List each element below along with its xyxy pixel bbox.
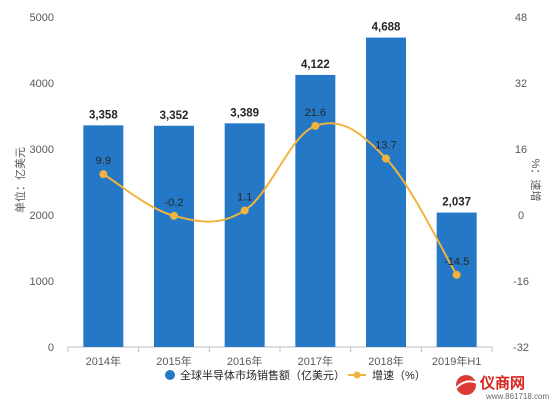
bar: [154, 125, 194, 347]
line-point: [452, 270, 461, 279]
bar-value-label: 4,122: [301, 59, 330, 71]
x-tick-label: 2015年: [156, 354, 191, 368]
y-tick-left: 0: [48, 342, 54, 354]
brand-globe-icon: [456, 375, 476, 395]
legend-bar-label: 全球半导体市场销售额（亿美元）: [180, 368, 345, 382]
line-point: [382, 154, 390, 163]
brand-logo: 仪商网 www.861718.com: [455, 374, 549, 401]
y-tick-right: 32: [515, 78, 527, 90]
x-tick-label: 2014年: [86, 354, 121, 368]
x-tick-label: 2016年: [227, 354, 262, 368]
line-value-label: 13.7: [375, 139, 396, 151]
bar-value-label: 3,352: [160, 110, 189, 122]
legend-bar-swatch: [165, 370, 175, 380]
bar: [436, 212, 477, 347]
y-tick-left: 2000: [30, 210, 54, 222]
y-tick-right: 48: [515, 12, 527, 24]
y-axis-right-label: %：速增: [529, 159, 543, 202]
bar-value-label: 4,688: [372, 22, 401, 34]
bar-series: [83, 37, 477, 348]
x-tick-label: 2017年: [298, 354, 333, 368]
line-value-label: -0.2: [165, 197, 184, 209]
y-tick-right: -16: [513, 276, 529, 288]
axes: 0 1000 2000 3000 4000 5000 -32 -16 0 16 32 48 2014年 2…: [30, 12, 529, 368]
y-tick-left: 3000: [30, 144, 54, 156]
bar: [295, 74, 336, 347]
y-tick-right: 16: [515, 144, 527, 156]
y-tick-right: 0: [518, 210, 524, 222]
x-tick-label: 2018年: [368, 354, 403, 368]
brand-name: 仪商网: [479, 374, 525, 392]
line-value-label: -14.5: [444, 256, 469, 268]
line-point: [99, 170, 108, 179]
legend-line-marker: [353, 371, 361, 379]
bar: [366, 37, 406, 347]
line-value-label: 9.9: [96, 155, 111, 167]
y-tick-left: 1000: [30, 276, 54, 288]
bar: [83, 125, 124, 347]
brand-globe-swoosh-icon: [455, 380, 478, 389]
line-point: [170, 211, 178, 220]
line-value-label: 21.6: [305, 107, 326, 119]
y-tick-left: 5000: [30, 12, 54, 24]
legend-line-label: 增速（%）: [372, 368, 426, 382]
bar: [224, 123, 265, 348]
bar-value-label: 3,358: [89, 109, 118, 121]
brand-url: www.861718.com: [485, 392, 549, 401]
bar-value-label: 2,037: [442, 197, 471, 209]
y-axis-left-label: 单位：亿美元: [13, 147, 27, 213]
y-tick-left: 4000: [30, 78, 54, 90]
y-tick-right: -32: [513, 342, 529, 354]
legend: 全球半导体市场销售额（亿美元） 增速（%）: [165, 368, 426, 382]
x-tick-label: 2019年H1: [432, 354, 482, 368]
bar-value-label: 3,389: [230, 107, 259, 119]
line-series: [99, 121, 461, 279]
line-point: [311, 121, 320, 130]
line-value-label: 1.1: [237, 191, 252, 203]
line-point: [240, 206, 249, 215]
data-labels: 3,358 3,352 3,389 4,122 4,688 2,037 9.9 -0.2 1.1…: [89, 22, 471, 268]
line-path: [102, 122, 458, 276]
